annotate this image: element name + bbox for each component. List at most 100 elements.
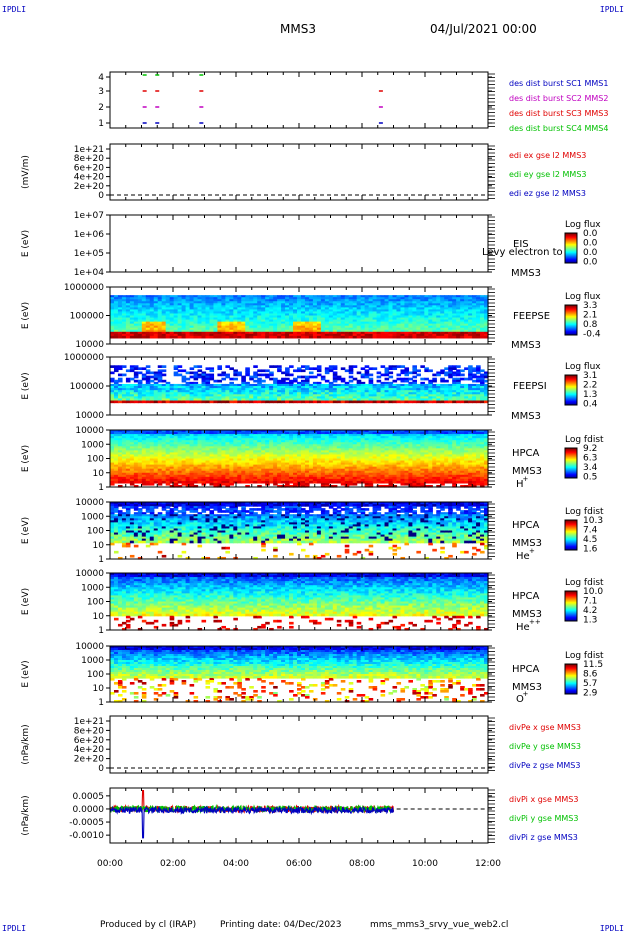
spectrogram-cell [356, 331, 362, 335]
spectrogram-cell [253, 440, 258, 443]
spectrogram-cell [181, 327, 187, 331]
spectrogram-cell [368, 323, 374, 327]
spectrogram-cell [249, 313, 254, 317]
spectrogram-cell [396, 317, 402, 321]
spectrogram-cell [253, 432, 258, 435]
spectrogram-cell [348, 386, 354, 389]
spectrogram-cell [300, 299, 306, 302]
spectrogram-cell [360, 315, 366, 319]
spectrogram-cell [249, 375, 254, 379]
spectrogram-cell [312, 333, 318, 337]
spectrogram-cell [193, 458, 199, 462]
spectrogram-cell [205, 323, 211, 327]
spectrogram-cell [169, 295, 175, 298]
spectrogram-cell [476, 365, 481, 368]
spectrogram-cell [169, 390, 175, 393]
spectrogram-cell [113, 321, 119, 325]
spectrogram-cell [225, 386, 230, 389]
spectrogram-cell [221, 446, 226, 449]
spectrogram-cell [269, 460, 274, 464]
colorbar-value: 0.0 [583, 229, 598, 239]
spectrogram-cell [480, 321, 485, 325]
spectrogram-cell [440, 307, 445, 310]
spectrogram-cell [360, 329, 366, 333]
spectrogram-cell [428, 369, 433, 373]
spectrogram-cell [229, 333, 234, 337]
spectrogram-cell [133, 390, 139, 393]
spectrogram-cell [197, 305, 203, 308]
spectrogram-cell [177, 440, 183, 443]
spectrogram-cell [141, 383, 147, 387]
spectrogram-cell [324, 303, 330, 306]
spectrogram-cell [388, 319, 394, 323]
spectrogram-cell [352, 398, 358, 402]
spectrogram-cell [221, 444, 226, 447]
spectrogram-cell [460, 331, 465, 335]
spectrogram-cell [125, 383, 131, 387]
spectrogram-cell [209, 480, 215, 484]
spectrogram-cell [336, 390, 342, 393]
spectrogram-cell [221, 311, 226, 315]
spectrogram-cell [424, 307, 429, 310]
spectrogram-cell [110, 377, 115, 381]
spectrogram-cell [289, 327, 294, 331]
spectrogram-cell [209, 297, 215, 300]
spectrogram-cell [408, 371, 413, 375]
spectrogram-cell [185, 448, 191, 451]
spectrogram-cell [129, 480, 135, 484]
spectrogram-cell [173, 331, 179, 335]
spectrogram-cell [237, 438, 242, 441]
spectrogram-cell [249, 442, 254, 445]
spectrogram-cell [269, 466, 274, 470]
spectrogram-cell [209, 313, 215, 317]
spectrogram-cell [281, 295, 286, 298]
spectrogram-cell [221, 482, 226, 486]
spectrogram-cell [221, 476, 226, 480]
spectrogram-cell [269, 388, 274, 391]
spectrogram-cell [364, 392, 370, 395]
spectrogram-cell [432, 315, 437, 319]
spectrogram-cell [364, 307, 370, 310]
spectrogram-cell [356, 323, 362, 327]
spectrogram-cell [233, 448, 238, 451]
spectrogram-cell [289, 381, 294, 385]
spectrogram-cell [173, 456, 179, 460]
spectrogram-cell [344, 396, 350, 400]
spectrogram-cell [277, 436, 282, 439]
spectrogram-cell [468, 319, 473, 323]
spectrogram-cell [368, 325, 374, 329]
colorbar-step [565, 239, 577, 241]
spectrogram-cell [153, 430, 159, 433]
spectrogram-cell [300, 383, 306, 387]
spectrogram-cell [245, 335, 250, 339]
spectrogram-cell [189, 323, 195, 327]
spectrogram-cell [320, 394, 326, 397]
spectrogram-cell [300, 313, 306, 317]
spectrogram-cell [233, 295, 238, 298]
spectrogram-cell [257, 301, 262, 304]
instrument-label: FEEPSE [513, 311, 550, 322]
spectrogram-cell [257, 448, 262, 451]
spectrogram-cell [404, 390, 410, 393]
spectrogram-cell [153, 317, 159, 321]
spectrogram-cell [233, 394, 238, 397]
spectrogram-cell [320, 398, 326, 402]
spectrogram-cell [316, 392, 322, 395]
colorbar-step [565, 387, 577, 389]
spectrogram-cell [249, 305, 254, 308]
spectrogram-cell [380, 299, 386, 302]
spectrogram-cell [348, 325, 354, 329]
spectrogram-cell [205, 299, 211, 302]
spectrogram-cell [332, 331, 338, 335]
spectrogram-cell [165, 335, 171, 339]
spectrogram-cell [452, 365, 457, 368]
spectrogram-cell [225, 478, 230, 482]
spectrogram-cell [400, 327, 406, 331]
spectrogram-cell [149, 299, 155, 302]
spectrogram-cell [472, 305, 477, 308]
spectrogram-cell [157, 444, 163, 447]
spectrogram-cell [352, 307, 358, 310]
spectrogram-cell [213, 432, 219, 435]
spectrogram-cell [133, 331, 139, 335]
colorbar-step [565, 375, 577, 377]
